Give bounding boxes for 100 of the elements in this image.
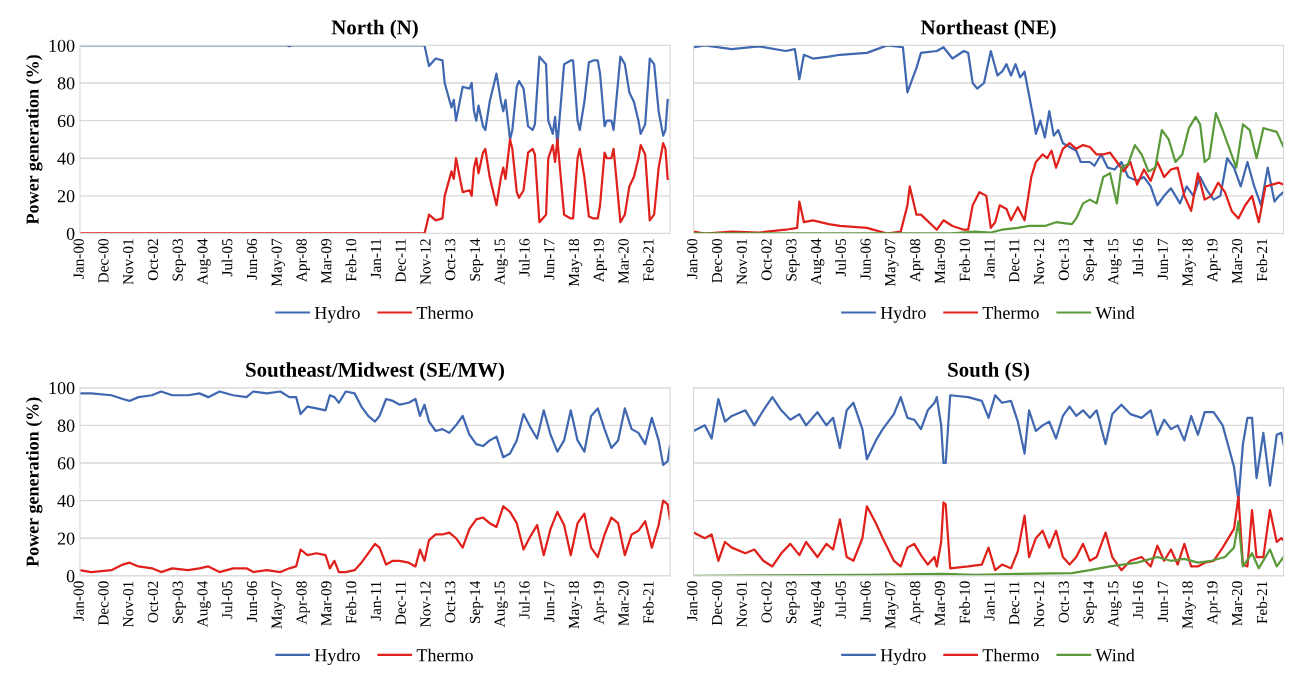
y-tick-label: 20 xyxy=(57,532,75,545)
x-tick-label: Feb-10 xyxy=(959,238,970,282)
chart-title: South (S) xyxy=(948,362,1030,382)
x-tick-label: Apr-08 xyxy=(909,238,924,283)
legend-label: Thermo xyxy=(416,306,473,319)
y-tick-label: 40 xyxy=(57,152,75,165)
x-tick-label: Apr-08 xyxy=(909,581,924,625)
x-tick-label: Aug-04 xyxy=(810,580,825,628)
x-tick-label: Apr-19 xyxy=(1207,238,1221,283)
legend-label: Hydro xyxy=(314,648,360,666)
x-tick-label: Nov-12 xyxy=(420,239,431,285)
x-tick-label: Sep-14 xyxy=(469,238,484,281)
x-tick-label: May-07 xyxy=(271,238,285,287)
x-tick-label: Dec-00 xyxy=(98,581,109,626)
y-tick-label: 20 xyxy=(57,190,75,203)
x-tick-label: Sep-03 xyxy=(172,238,186,281)
x-tick-label: Jun-17 xyxy=(544,581,555,622)
legend-label: Hydro xyxy=(880,306,926,323)
x-tick-label: Dec-11 xyxy=(1009,239,1020,283)
x-tick-label: Sep-03 xyxy=(786,238,800,281)
y-tick-label: 60 xyxy=(57,114,75,128)
x-tick-label: May-18 xyxy=(1182,581,1196,629)
x-tick-label: Jul-16 xyxy=(1132,581,1144,619)
x-tick-label: May-18 xyxy=(1182,238,1196,287)
x-tick-label: Nov-12 xyxy=(1033,581,1045,627)
x-tick-label: May-07 xyxy=(885,238,899,287)
y-tick-label: 100 xyxy=(49,39,75,52)
x-tick-label: Mar-09 xyxy=(321,581,332,626)
x-tick-label: Oct-13 xyxy=(445,238,456,281)
x-tick-label: Jan-11 xyxy=(984,239,995,279)
x-tick-label: Nov-12 xyxy=(420,581,431,627)
x-tick-label: May-18 xyxy=(568,581,583,629)
x-tick-label: Sep-03 xyxy=(786,581,800,623)
x-tick-label: Jul-16 xyxy=(518,581,530,619)
x-tick-label: Dec-00 xyxy=(98,238,109,283)
x-tick-label: May-18 xyxy=(568,238,583,287)
x-tick-label: Nov-01 xyxy=(123,239,134,285)
y-tick-label: 80 xyxy=(57,77,75,90)
legend-label: Wind xyxy=(1095,648,1135,662)
x-tick-label: Sep-03 xyxy=(172,581,186,623)
x-tick-label: Nov-01 xyxy=(736,581,747,627)
chart-title: North (N) xyxy=(331,19,418,39)
x-tick-label: Sep-14 xyxy=(469,580,484,623)
chart-title: Southeast/Midwest (SE/MW) xyxy=(246,362,504,382)
legend-label: Hydro xyxy=(314,306,360,323)
x-tick-label: Dec-11 xyxy=(395,581,406,625)
x-tick-label: Jun-17 xyxy=(1157,581,1168,622)
x-tick-label: Jun-06 xyxy=(860,581,871,622)
x-tick-label: Aug-04 xyxy=(810,238,825,285)
chart-title: Northeast (NE) xyxy=(920,19,1056,39)
x-tick-label: May-07 xyxy=(271,581,285,629)
y-tick-label: 60 xyxy=(57,457,75,470)
x-tick-label: Aug-15 xyxy=(1108,238,1122,285)
legend-label: Wind xyxy=(1095,306,1135,320)
x-tick-label: Sep-14 xyxy=(1083,580,1097,623)
x-tick-label: Nov-01 xyxy=(736,239,747,285)
x-tick-label: Feb-21 xyxy=(1256,581,1268,624)
x-tick-label: Feb-10 xyxy=(345,581,357,624)
x-tick-label: Jan-00 xyxy=(73,238,84,279)
x-tick-label: Jul-16 xyxy=(518,238,530,277)
x-tick-label: Mar-20 xyxy=(1231,581,1243,626)
x-tick-label: Feb-21 xyxy=(642,581,654,624)
x-tick-label: Jun-06 xyxy=(246,238,258,280)
x-tick-label: Apr-08 xyxy=(296,581,310,625)
x-tick-label: Oct-02 xyxy=(761,581,772,623)
x-tick-label: Oct-13 xyxy=(1058,238,1069,281)
x-tick-label: Feb-10 xyxy=(959,581,970,624)
x-tick-label: Feb-21 xyxy=(642,239,654,282)
x-tick-label: Jan-11 xyxy=(984,581,995,621)
x-tick-label: Mar-20 xyxy=(618,238,629,284)
x-tick-label: Apr-08 xyxy=(296,238,310,283)
y-axis-title: Power generation (%) xyxy=(25,55,43,225)
x-tick-label: Apr-19 xyxy=(593,581,607,625)
x-tick-label: Mar-09 xyxy=(934,581,945,626)
x-tick-label: Sep-14 xyxy=(1083,238,1097,281)
y-tick-label: 0 xyxy=(66,227,75,240)
x-tick-label: Aug-04 xyxy=(197,580,211,628)
legend-label: Thermo xyxy=(982,648,1039,662)
x-tick-label: Jul-05 xyxy=(835,238,846,277)
x-tick-label: Oct-13 xyxy=(445,581,456,623)
x-tick-label: Mar-09 xyxy=(934,238,945,284)
x-tick-label: Mar-20 xyxy=(618,581,629,626)
x-tick-label: Mar-09 xyxy=(321,238,332,284)
x-tick-label: Feb-21 xyxy=(1256,239,1268,282)
x-tick-label: Jan-00 xyxy=(687,581,698,622)
y-tick-label: 80 xyxy=(57,419,75,432)
x-tick-label: Nov-01 xyxy=(123,581,134,627)
x-tick-label: Oct-02 xyxy=(761,239,772,281)
x-tick-label: Jan-11 xyxy=(370,239,382,279)
y-tick-label: 100 xyxy=(49,381,75,395)
legend-label: Hydro xyxy=(880,648,926,666)
x-tick-label: Aug-04 xyxy=(197,238,211,285)
x-tick-label: Jan-00 xyxy=(687,238,698,279)
x-tick-label: Aug-15 xyxy=(494,238,508,285)
x-tick-label: Jun-17 xyxy=(1157,238,1168,280)
x-tick-label: Dec-00 xyxy=(711,581,723,626)
x-tick-label: Jun-06 xyxy=(860,238,871,280)
x-tick-label: Jul-05 xyxy=(835,581,846,619)
x-tick-label: Jul-16 xyxy=(1132,238,1144,277)
x-tick-label: Oct-02 xyxy=(147,239,159,281)
